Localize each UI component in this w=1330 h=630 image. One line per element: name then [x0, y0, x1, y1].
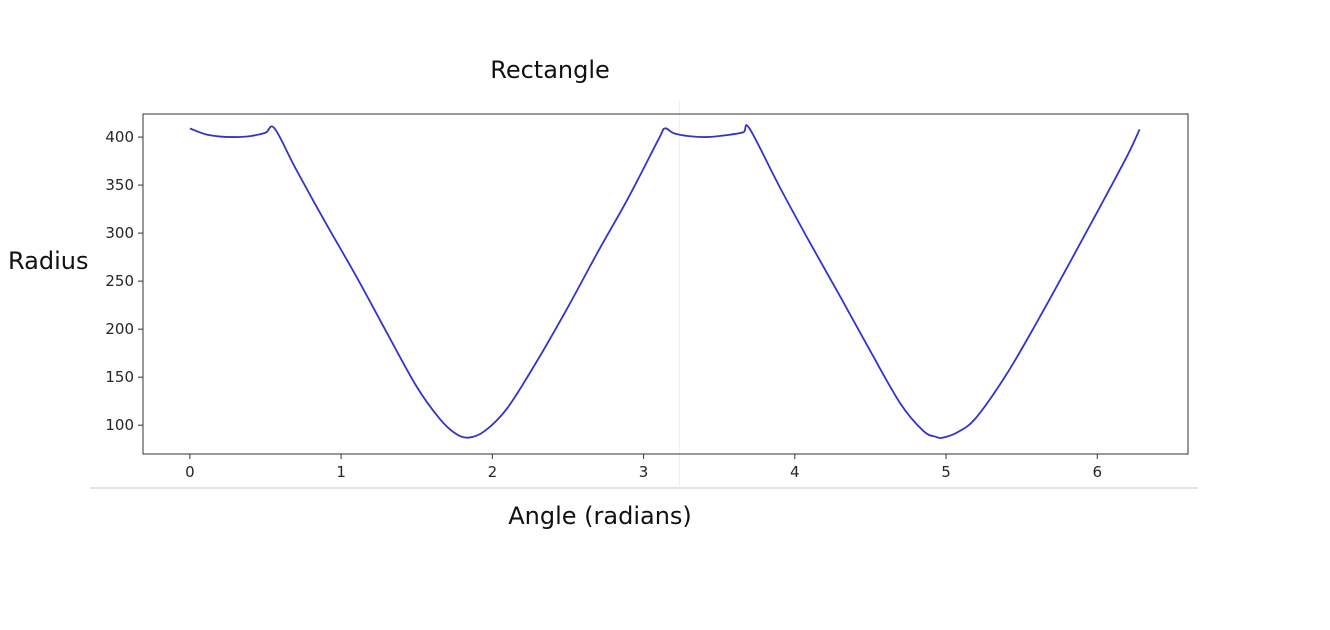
y-tick-label: 100: [105, 416, 134, 434]
y-tick-label: 150: [105, 368, 134, 386]
y-tick-label: 250: [105, 272, 134, 290]
axis-ticks: 0 1 2 3 4 5 6 100 150 200 250 300 350 400: [105, 128, 1102, 481]
chart-title: Rectangle: [490, 56, 610, 84]
y-tick-label: 200: [105, 320, 134, 338]
x-tick-label: 3: [639, 463, 649, 481]
plot-frame: [142, 113, 1189, 455]
x-tick-label: 1: [336, 463, 346, 481]
y-tick-label: 400: [105, 128, 134, 146]
series-line-radius: [189, 124, 1141, 439]
x-tick-label: 6: [1092, 463, 1102, 481]
x-axis-label: Angle (radians): [508, 502, 692, 530]
x-tick-label: 0: [185, 463, 195, 481]
y-tick-label: 350: [105, 176, 134, 194]
x-tick-label: 5: [941, 463, 951, 481]
x-tick-label: 2: [488, 463, 498, 481]
x-tick-label: 4: [790, 463, 800, 481]
y-axis-label: Radius: [8, 247, 88, 275]
y-tick-label: 300: [105, 224, 134, 242]
